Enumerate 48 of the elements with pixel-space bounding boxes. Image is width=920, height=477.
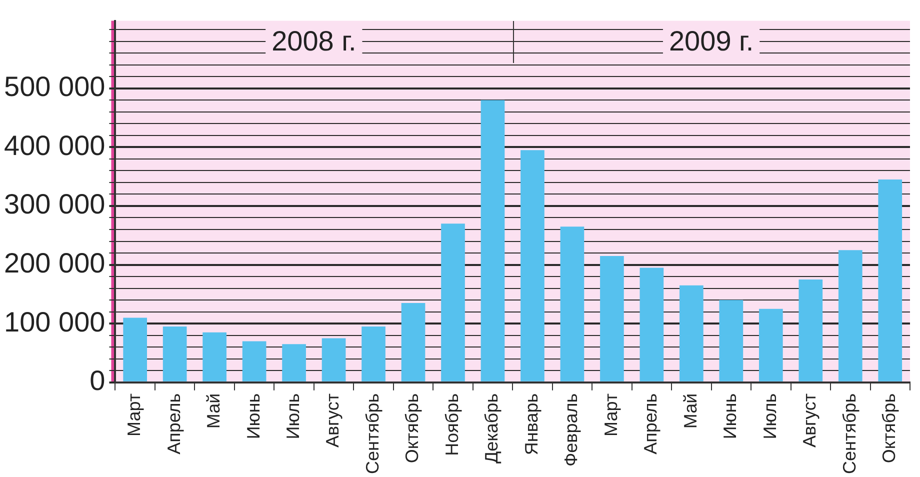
x-tick-label: Декабрь [482,393,502,464]
y-tick-label: 0 [90,365,106,396]
bar [242,341,266,382]
x-tick-label: Март [124,393,144,436]
bar [282,344,306,382]
bar [441,224,465,382]
bar [838,250,862,382]
bar [520,150,544,382]
x-tick-label: Сентябрь [839,393,860,474]
bar [878,180,902,382]
x-tick-label: Апрель [164,393,184,454]
annotation: 2008 г. [272,26,356,57]
x-tick-label: Сентябрь [362,393,382,474]
x-tick-label: Октябрь [879,393,900,464]
x-tick-label: Май [680,393,700,429]
bar [362,326,386,382]
x-tick-label: Апрель [640,393,661,454]
x-tick-label: Октябрь [402,393,422,464]
x-tick-label: Январь [521,393,542,456]
bar [401,302,426,382]
x-tick-label: Май [204,393,224,429]
x-tick-label: Июнь [720,393,740,440]
bar [560,226,584,382]
bar [680,285,704,382]
bar [202,332,226,382]
y-tick-label: 400 000 [4,130,106,161]
x-tick-label: Июль [760,393,780,440]
annotation: 2009 г. [668,26,754,57]
bar [322,338,346,382]
bar [480,100,505,382]
y-tick-label: 100 000 [4,306,106,338]
bar [123,318,148,382]
x-tick-label: Март [600,393,621,436]
bar [758,308,783,382]
bar [798,279,823,382]
y-tick-label: 500 000 [4,71,106,102]
y-tick-label: 300 000 [4,188,106,220]
x-tick-label: Февраль [561,393,582,467]
bar [162,326,187,382]
x-tick-label: Июль [283,393,304,440]
bar [600,256,624,382]
x-tick-label: Июнь [243,393,264,440]
x-tick-label: Август [800,393,820,448]
bar [640,268,664,382]
y-tick-label: 200 000 [4,248,106,278]
x-tick-label: Ноябрь [442,393,462,456]
bar [719,300,744,382]
x-tick-label: Август [322,393,343,448]
